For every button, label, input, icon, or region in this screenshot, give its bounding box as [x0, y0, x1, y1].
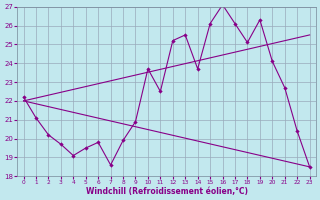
X-axis label: Windchill (Refroidissement éolien,°C): Windchill (Refroidissement éolien,°C) — [85, 187, 248, 196]
